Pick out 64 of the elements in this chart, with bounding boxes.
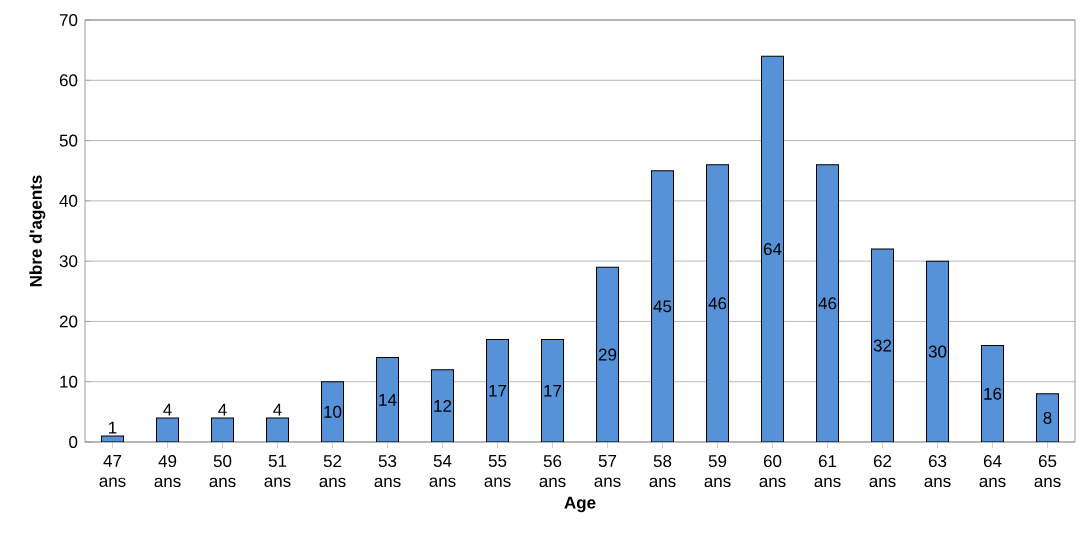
data-label: 46 [818,297,837,310]
x-tick-label: 65 ans [1034,455,1061,488]
bar [101,435,125,442]
data-label: 64 [763,243,782,256]
bar [321,381,345,442]
bar [486,339,510,442]
x-tick-label: 58 ans [649,455,676,488]
x-axis-title: Age [564,496,596,513]
bar [431,369,455,442]
y-tick-label: 0 [69,436,78,449]
y-axis-title: Nbre d'agents [29,175,46,287]
data-label: 4 [163,403,172,416]
x-tick-label: 51 ans [264,455,291,487]
data-label: 4 [218,403,227,416]
bar [926,260,950,442]
data-label: 14 [379,393,397,406]
x-tick-label: 59 ans [704,455,731,488]
x-tick-label: 49 ans [154,455,181,488]
x-tick-label: 64 ans [979,455,1006,488]
x-tick-label: 53 ans [374,455,401,488]
bar [871,248,895,442]
x-tick-label: 62 ans [869,455,896,488]
x-tick-label: 56 ans [539,455,566,488]
x-tick-label: 63 ans [924,455,951,488]
bar [706,164,730,442]
data-label: 17 [544,384,562,397]
x-tick-label: 52 ans [319,455,346,488]
y-tick-label: 40 [59,194,78,207]
data-label: 4 [273,403,282,416]
data-label: 1 [109,421,117,434]
data-label: 8 [1043,411,1052,424]
bar [1036,393,1060,442]
bar [981,345,1005,442]
y-tick-label: 10 [60,375,78,388]
x-tick-label: 54 ans [429,455,456,487]
data-label: 16 [984,387,1002,400]
y-tick-label: 30 [59,255,78,268]
data-label: 32 [873,339,892,352]
y-tick-label: 20 [59,315,78,328]
data-label: 30 [928,345,947,358]
data-label: 10 [324,405,342,418]
y-tick-label: 70 [59,14,78,27]
bar [761,55,785,442]
bar [816,164,840,442]
x-tick-label: 60 ans [759,455,786,488]
data-label: 29 [598,348,617,361]
bar [651,170,675,442]
data-label: 45 [653,300,672,313]
x-tick-label: 55 ans [484,455,511,487]
data-label: 12 [434,399,452,412]
bar [541,339,565,442]
y-tick-label: 60 [59,74,78,87]
x-tick-label: 47 ans [99,455,126,487]
x-tick-label: 50 ans [209,455,236,488]
bar [266,417,290,442]
bar [376,357,400,442]
bar [156,417,180,442]
x-tick-label: 61 ans [814,455,841,488]
bar [211,417,235,442]
x-tick-label: 57 ans [594,455,621,487]
y-tick-label: 50 [59,134,78,147]
bar [596,266,620,442]
data-label: 17 [489,384,507,397]
data-label: 46 [708,297,727,310]
